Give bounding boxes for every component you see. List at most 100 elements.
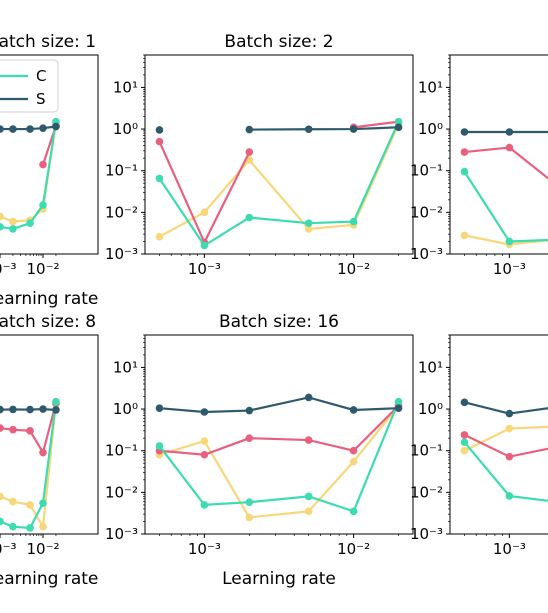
data-point [304,436,313,444]
series-group [460,398,548,502]
legend: CS [0,59,59,113]
data-point [394,397,403,406]
data-point [39,201,47,209]
axes-frame [449,334,548,535]
x-axis-label: Learning rate [0,289,98,309]
data-point [200,408,209,416]
axes-frame [449,54,548,255]
series-line-yellow [158,123,400,238]
legend-box [0,59,59,113]
series-line-S [159,396,399,414]
panel-title: Batch size: 2 [224,32,333,52]
data-point [26,524,34,532]
data-point [304,225,313,233]
y-tick-label: 10⁻³ [410,245,443,263]
data-point [9,522,17,531]
series-line-C [463,171,548,243]
data-point [39,499,47,507]
y-tick-label: 10⁻² [410,203,443,221]
data-point [460,148,469,156]
data-point [155,404,164,412]
data-point [349,406,358,414]
data-point [200,501,209,509]
data-point [39,522,47,531]
data-point [245,406,254,415]
data-point [155,232,164,241]
data-point [460,398,469,407]
data-point [245,513,254,522]
data-point [155,137,164,146]
data-point [245,148,254,156]
y-tick-label: 10⁻¹ [410,442,443,460]
y-tick-label: 10⁻² [105,483,138,501]
x-axis-label: Learning rate [0,569,98,589]
data-point [0,424,4,432]
data-point [245,498,254,507]
data-point [349,446,358,455]
axes-frame [0,54,99,255]
axes-frame [0,334,99,535]
data-point [245,125,254,134]
data-point [0,212,4,221]
x-tick-label: 10⁻³ [188,540,221,558]
data-point [9,217,17,226]
data-point [304,219,313,227]
x-tick-label: 10⁻³ [0,540,17,558]
x-tick-label: 10⁻³ [493,260,526,278]
y-tick-label: 10¹ [113,78,138,96]
data-point [26,405,34,414]
data-point [155,174,164,183]
data-point [304,125,313,134]
panel-2: Batch size: 2 10⁻³ 10⁻² 10⁻¹ 10⁰ 10¹ 10⁻³ 10⁻² [105,32,414,278]
series-line-pink [464,146,548,180]
data-point [155,442,164,450]
data-point [39,160,47,169]
data-point [155,126,164,134]
y-tick-label: 10⁻¹ [105,162,138,180]
x-tick-label: 10⁻³ [493,540,526,558]
x-tick-label: 10⁻² [337,260,370,278]
panel-title: Batch size: 1 [0,32,96,52]
data-point [0,222,4,231]
data-point [245,434,254,442]
panel-1: Batch size: 110⁻³10⁻²10⁻¹10⁰10¹10⁻³10⁻²L… [0,32,99,309]
series-line-C [158,401,400,513]
data-point [9,125,17,133]
series-line-C [0,401,58,530]
data-point [200,450,209,459]
data-point [460,431,469,439]
series-line-yellow [159,405,400,519]
data-point [304,507,313,516]
data-point [200,437,209,445]
data-point [394,404,403,412]
x-tick-label: 10⁻³ [188,260,221,278]
data-point [349,507,358,516]
series-group [0,397,60,532]
y-tick-label: 10⁻³ [105,245,138,263]
data-point [26,125,34,133]
data-point [9,425,17,434]
axes-frame [144,54,414,255]
data-point [26,501,34,509]
x-tick-label: 10⁻² [26,260,59,278]
y-tick-label: 10⁻² [105,203,138,221]
y-tick-label: 10⁰ [113,400,138,418]
data-point [52,397,60,406]
legend-label-S: S [36,90,46,108]
data-point [245,213,254,222]
data-point [349,217,358,226]
series-line-pink [0,402,58,456]
data-point [304,393,313,402]
data-point [505,143,514,152]
panel-title: Batch size: 16 [219,312,339,332]
data-point [0,405,4,414]
legend-label-C: C [36,67,46,85]
y-tick-label: 10¹ [113,358,138,376]
data-point [505,128,514,136]
data-point [39,405,47,413]
y-tick-label: 10¹ [418,358,443,376]
panel-5: Batch size: 16 10⁻³ 10⁻² 10⁻¹ 10⁰ 10¹ 10⁻³ 10⁻²… [105,312,414,589]
x-axis-label: Learning rate [222,569,336,589]
data-point [394,117,403,126]
